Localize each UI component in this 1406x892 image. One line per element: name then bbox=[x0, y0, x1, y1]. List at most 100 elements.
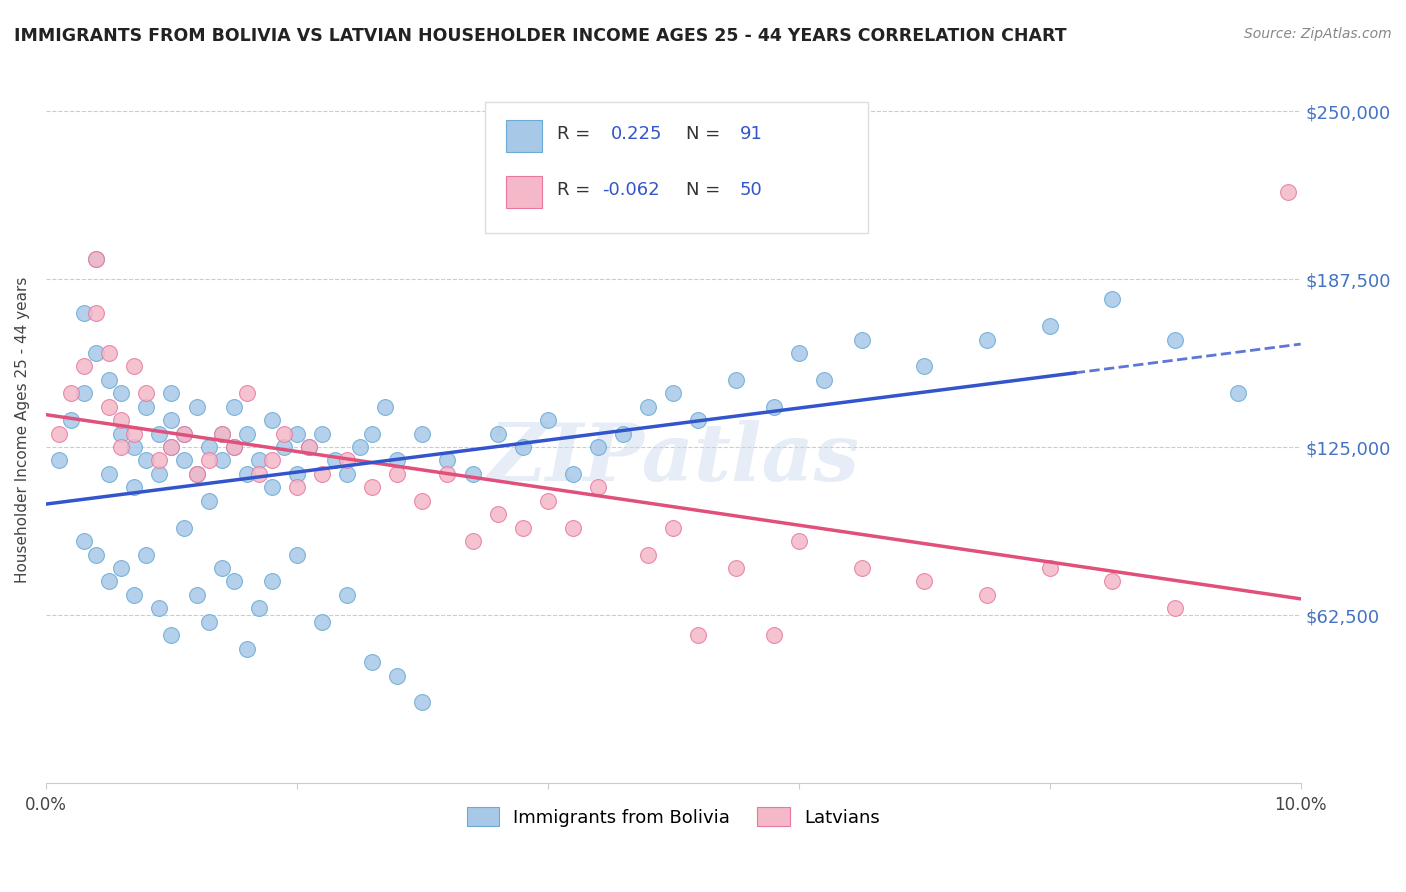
Point bbox=[173, 453, 195, 467]
Point bbox=[198, 615, 221, 629]
Legend: Immigrants from Bolivia, Latvians: Immigrants from Bolivia, Latvians bbox=[460, 800, 887, 834]
Text: ZIPatlas: ZIPatlas bbox=[488, 420, 859, 497]
Point bbox=[336, 467, 359, 481]
Point bbox=[336, 588, 359, 602]
Point bbox=[122, 426, 145, 441]
Point bbox=[461, 534, 484, 549]
Point bbox=[512, 521, 534, 535]
Point bbox=[724, 561, 747, 575]
Point bbox=[160, 440, 183, 454]
Point bbox=[273, 440, 295, 454]
Point bbox=[148, 601, 170, 615]
Point bbox=[486, 508, 509, 522]
Point bbox=[60, 386, 83, 401]
Point bbox=[97, 574, 120, 589]
Point bbox=[336, 453, 359, 467]
Point bbox=[48, 453, 70, 467]
Text: 50: 50 bbox=[740, 181, 762, 199]
Point bbox=[235, 386, 257, 401]
Point bbox=[637, 548, 659, 562]
Point bbox=[110, 426, 132, 441]
Point bbox=[235, 641, 257, 656]
Point bbox=[260, 574, 283, 589]
Point bbox=[311, 426, 333, 441]
Point bbox=[122, 440, 145, 454]
Point bbox=[97, 467, 120, 481]
Point bbox=[387, 453, 409, 467]
Point bbox=[512, 440, 534, 454]
Point bbox=[813, 373, 835, 387]
Text: 91: 91 bbox=[740, 125, 762, 143]
Point bbox=[662, 386, 685, 401]
Point bbox=[260, 453, 283, 467]
Point bbox=[173, 426, 195, 441]
Point bbox=[586, 480, 609, 494]
Point bbox=[72, 305, 94, 319]
Point bbox=[912, 574, 935, 589]
Point bbox=[84, 346, 107, 360]
Point bbox=[1039, 561, 1062, 575]
Point bbox=[211, 426, 233, 441]
Point bbox=[224, 574, 246, 589]
Point bbox=[1039, 319, 1062, 334]
Point bbox=[285, 467, 308, 481]
Point bbox=[173, 521, 195, 535]
Point bbox=[411, 426, 433, 441]
Point bbox=[361, 426, 384, 441]
Point bbox=[135, 453, 157, 467]
Point bbox=[586, 440, 609, 454]
Point bbox=[247, 601, 270, 615]
Point bbox=[173, 426, 195, 441]
Point bbox=[148, 453, 170, 467]
Point bbox=[110, 561, 132, 575]
Point bbox=[662, 521, 685, 535]
Point bbox=[110, 440, 132, 454]
Point bbox=[198, 440, 221, 454]
Point bbox=[724, 373, 747, 387]
Point bbox=[311, 467, 333, 481]
Point bbox=[561, 521, 583, 535]
Point bbox=[976, 333, 998, 347]
Point bbox=[84, 252, 107, 266]
Point bbox=[148, 426, 170, 441]
Point bbox=[211, 426, 233, 441]
Point bbox=[72, 386, 94, 401]
Text: N =: N = bbox=[686, 181, 720, 199]
Point bbox=[122, 359, 145, 374]
Point bbox=[110, 386, 132, 401]
Text: IMMIGRANTS FROM BOLIVIA VS LATVIAN HOUSEHOLDER INCOME AGES 25 - 44 YEARS CORRELA: IMMIGRANTS FROM BOLIVIA VS LATVIAN HOUSE… bbox=[14, 27, 1067, 45]
Point bbox=[84, 252, 107, 266]
Point bbox=[436, 467, 458, 481]
Point bbox=[1101, 292, 1123, 306]
Point bbox=[1164, 601, 1187, 615]
Point bbox=[122, 480, 145, 494]
Point bbox=[285, 426, 308, 441]
Point bbox=[851, 561, 873, 575]
Point bbox=[235, 426, 257, 441]
FancyBboxPatch shape bbox=[485, 103, 868, 233]
Point bbox=[387, 668, 409, 682]
Point bbox=[148, 467, 170, 481]
Point bbox=[224, 400, 246, 414]
Point bbox=[436, 453, 458, 467]
Text: 0.225: 0.225 bbox=[610, 125, 662, 143]
Point bbox=[160, 413, 183, 427]
Point bbox=[1277, 185, 1299, 199]
Point bbox=[273, 426, 295, 441]
Point bbox=[186, 467, 208, 481]
Text: -0.062: -0.062 bbox=[602, 181, 659, 199]
Point bbox=[537, 493, 560, 508]
Point bbox=[160, 628, 183, 642]
Point bbox=[411, 493, 433, 508]
Point bbox=[787, 346, 810, 360]
Point bbox=[260, 480, 283, 494]
Point bbox=[186, 467, 208, 481]
Point bbox=[135, 386, 157, 401]
Point bbox=[97, 373, 120, 387]
Point bbox=[1226, 386, 1249, 401]
Point bbox=[1164, 333, 1187, 347]
Point bbox=[72, 534, 94, 549]
Point bbox=[387, 467, 409, 481]
Point bbox=[374, 400, 396, 414]
Point bbox=[461, 467, 484, 481]
